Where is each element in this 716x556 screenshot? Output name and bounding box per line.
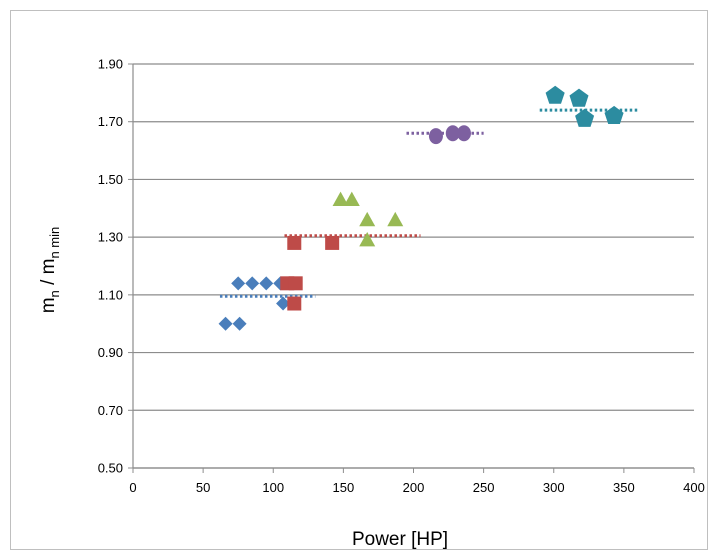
y-tick-label: 0.50 bbox=[98, 461, 123, 476]
x-tick-label: 0 bbox=[129, 480, 136, 495]
triangle-marker bbox=[343, 191, 360, 207]
diamond-marker bbox=[232, 316, 247, 331]
circle-marker bbox=[456, 125, 471, 142]
x-tick-label: 250 bbox=[473, 480, 495, 495]
square-marker bbox=[287, 296, 302, 311]
triangle-marker bbox=[332, 191, 349, 207]
y-axis-title-base-1: m bbox=[38, 297, 59, 313]
pentagon-marker bbox=[545, 85, 565, 104]
diamond-marker bbox=[218, 316, 233, 331]
square-marker bbox=[325, 235, 340, 250]
mean-lines bbox=[219, 108, 638, 298]
tick-labels: 0.50 0.70 0.90 1.10 1.30 1.50 1.70 1.90 0 50 100 15… bbox=[98, 57, 705, 496]
x-tick-label: 50 bbox=[196, 480, 210, 495]
y-tick-label: 1.70 bbox=[98, 114, 123, 129]
diamond-marker bbox=[245, 276, 260, 291]
axes bbox=[128, 63, 695, 473]
x-tick-label: 350 bbox=[613, 480, 635, 495]
x-tick-label: 300 bbox=[543, 480, 565, 495]
diamond-marker bbox=[259, 276, 274, 291]
pentagon-marker bbox=[604, 105, 624, 124]
x-tick-label: 100 bbox=[262, 480, 284, 495]
y-axis-title-sub-2: n min bbox=[47, 227, 62, 259]
x-tick-label: 150 bbox=[333, 480, 355, 495]
y-tick-label: 0.90 bbox=[98, 345, 123, 360]
circle-marker bbox=[445, 125, 460, 142]
x-tick-label: 400 bbox=[683, 480, 705, 495]
y-tick-label: 1.90 bbox=[98, 57, 123, 72]
triangle-marker bbox=[387, 211, 404, 227]
y-axis-title-sub-1: n bbox=[47, 290, 62, 297]
x-tick-label: 200 bbox=[403, 480, 425, 495]
pentagon-marker bbox=[569, 88, 589, 107]
data-points bbox=[218, 85, 624, 331]
diamond-marker bbox=[276, 296, 291, 311]
triangle-marker bbox=[359, 232, 376, 247]
y-axis-title-sep: / bbox=[38, 274, 59, 290]
pentagon-marker bbox=[575, 108, 595, 127]
chart-frame bbox=[10, 10, 708, 550]
square-marker bbox=[288, 276, 303, 291]
x-axis-title: Power [HP] bbox=[352, 529, 448, 550]
y-axis-title-base-2: m bbox=[38, 259, 59, 275]
grid-lines bbox=[133, 63, 694, 469]
triangle-marker bbox=[359, 211, 376, 227]
square-marker bbox=[287, 235, 302, 250]
y-tick-label: 1.30 bbox=[98, 230, 123, 245]
y-axis-title: mn / mn min bbox=[38, 227, 62, 314]
y-tick-label: 1.10 bbox=[98, 287, 123, 302]
circle-marker bbox=[428, 128, 443, 145]
y-tick-label: 1.50 bbox=[98, 172, 123, 187]
y-tick-label: 0.70 bbox=[98, 403, 123, 418]
diamond-marker bbox=[231, 276, 246, 291]
